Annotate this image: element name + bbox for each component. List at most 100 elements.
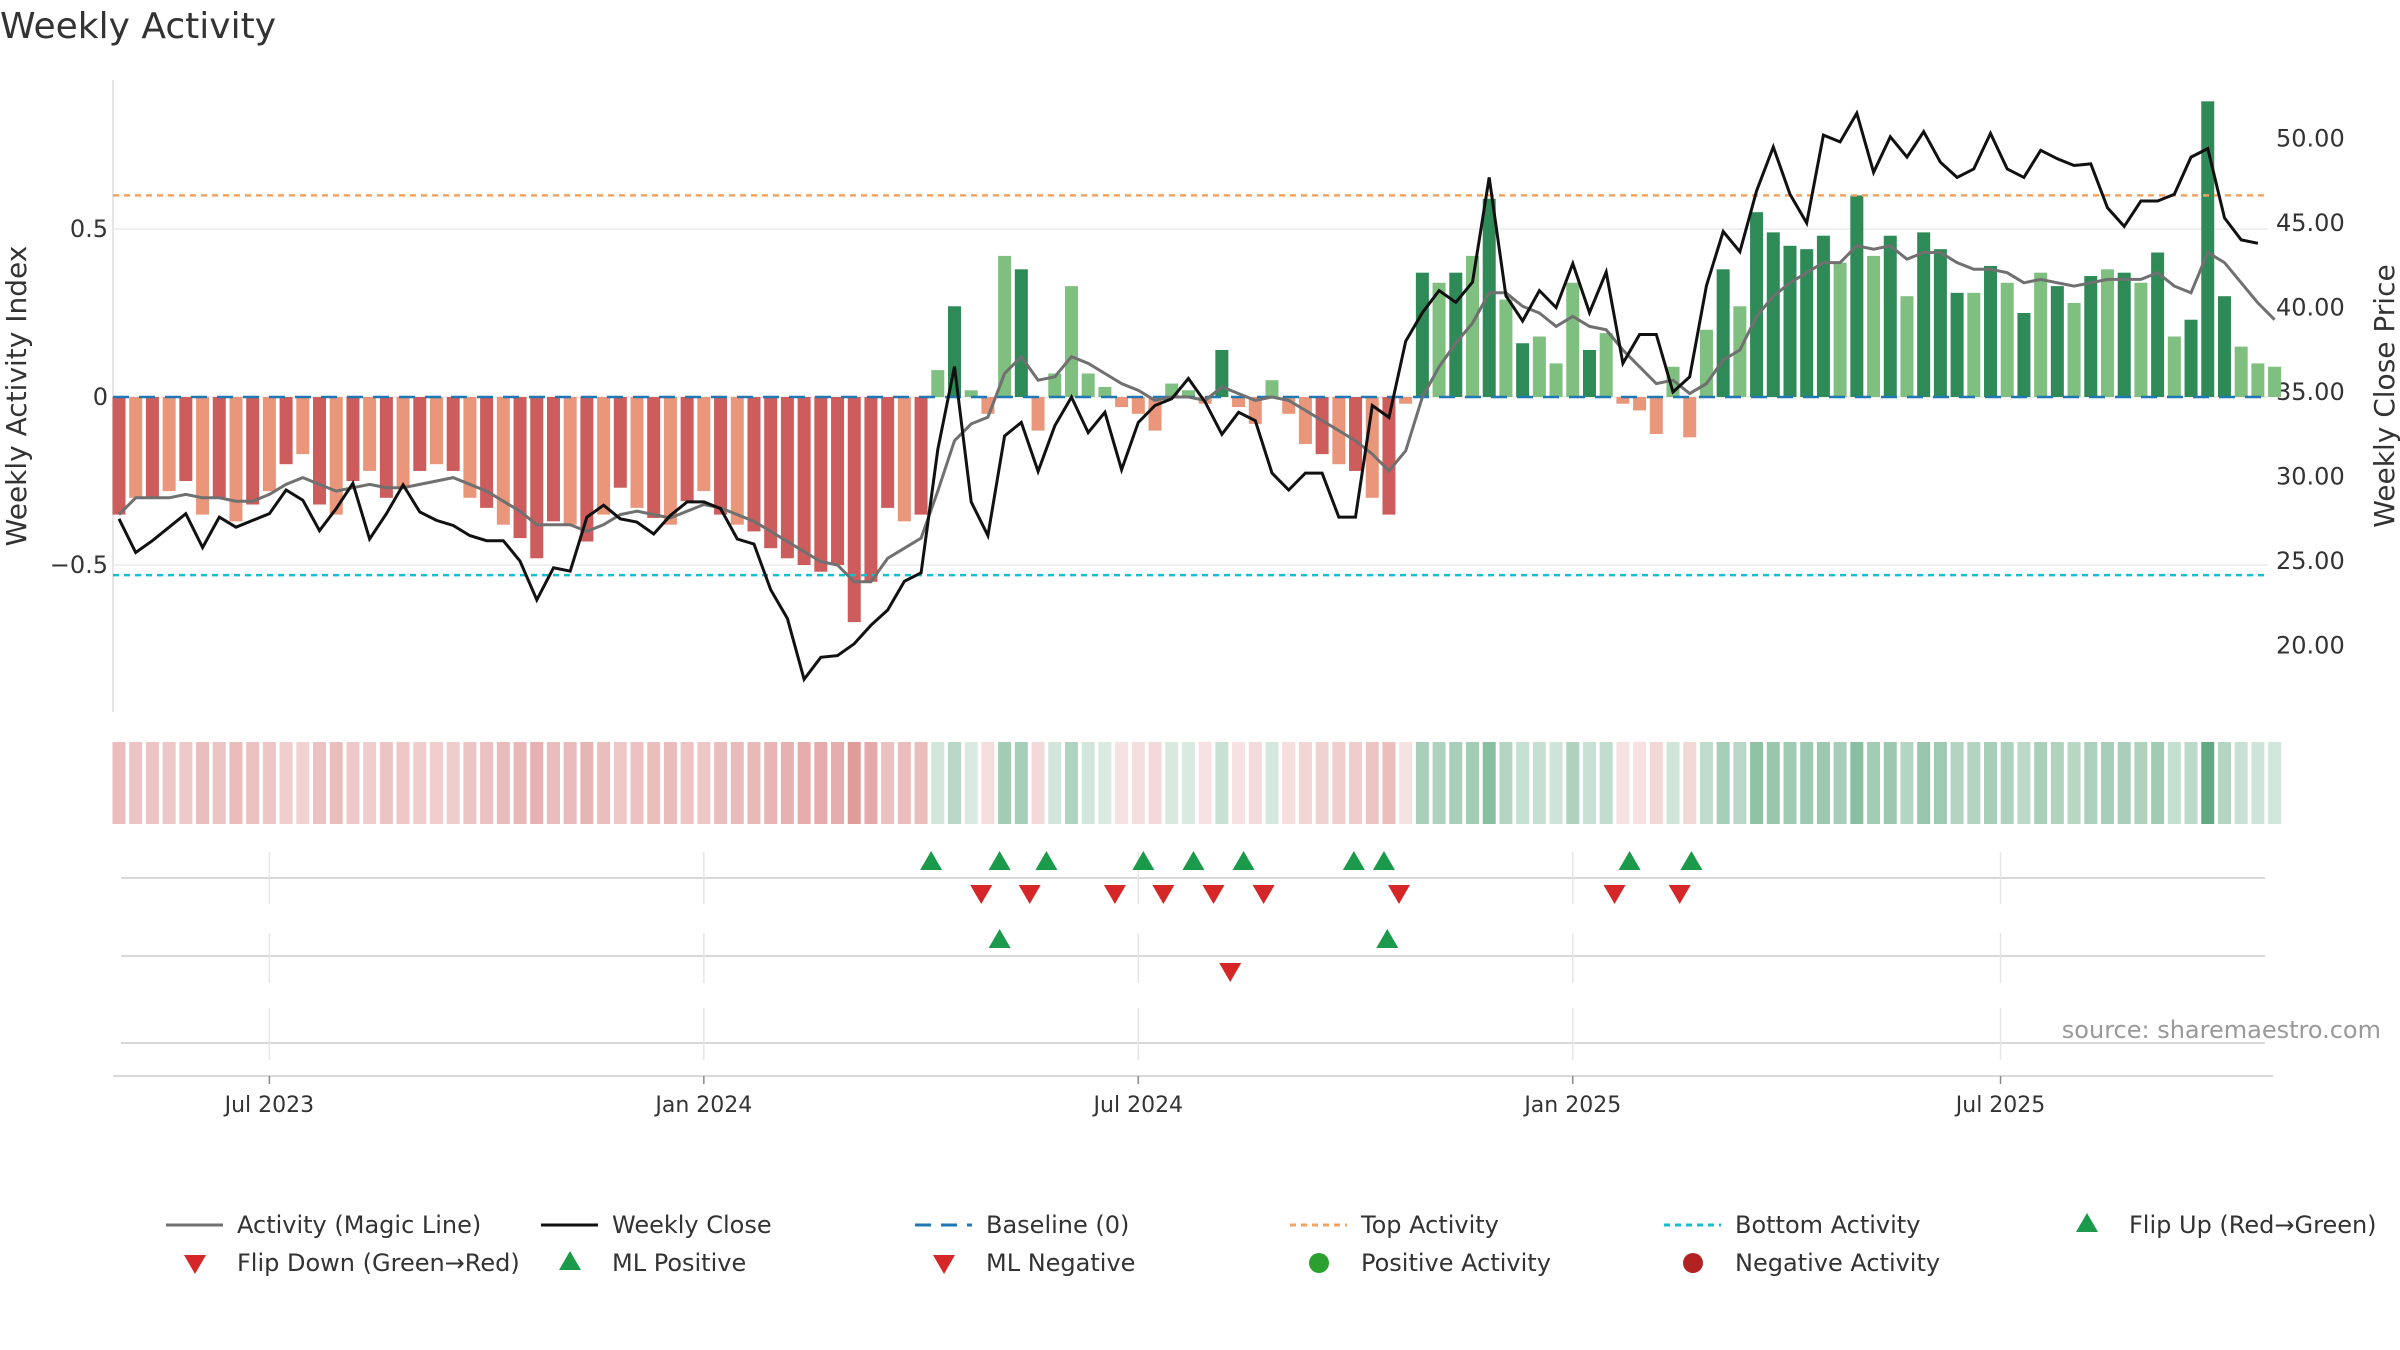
legend-label: Positive Activity [1361, 1249, 1551, 1277]
activity-bar [1716, 269, 1730, 397]
flip-down-marker [970, 885, 993, 904]
heat-strip-cell [1131, 742, 1145, 824]
activity-bar [1783, 245, 1797, 397]
activity-bar [881, 397, 895, 508]
y-tick-label: 0.5 [70, 215, 108, 243]
heat-strip-cell [1349, 742, 1363, 824]
heat-strip-cell [597, 742, 611, 824]
heat-strip-cell [2201, 742, 2215, 824]
heat-strip-cell [413, 742, 427, 824]
heat-strip-cell [897, 742, 911, 824]
heat-strip-cell [1666, 742, 1680, 824]
activity-bar [580, 397, 594, 542]
y-tick-label: 0 [93, 383, 108, 411]
heat-strip-cell [513, 742, 527, 824]
heat-strip-cell [1031, 742, 1045, 824]
activity-bar [2151, 252, 2165, 397]
heat-strip-cell [429, 742, 443, 824]
y-axis-label: Weekly Activity Index [0, 246, 33, 547]
activity-bar [1816, 235, 1830, 397]
heat-strip-cell [246, 742, 260, 824]
activity-bar [1298, 397, 1312, 445]
activity-bar [1349, 397, 1363, 471]
flip-down-marker [1152, 885, 1175, 904]
activity-bar [1867, 255, 1881, 397]
activity-bar [647, 397, 661, 518]
heat-strip-cell [663, 742, 677, 824]
legend-swatch [933, 1255, 955, 1274]
heat-strip-cell [2151, 742, 2165, 824]
heat-strip-cell [1081, 742, 1095, 824]
activity-bar [1616, 397, 1630, 404]
heat-strip-cell [1867, 742, 1881, 824]
activity-bar [730, 397, 744, 525]
heat-strip-cell [981, 742, 995, 824]
activity-bar [1566, 282, 1580, 397]
heat-strip-cell [1582, 742, 1596, 824]
heat-strip-cell [613, 742, 627, 824]
activity-bar [814, 397, 828, 572]
heat-strip-cell [1449, 742, 1463, 824]
source-label: source: sharemaestro.com [2062, 1016, 2381, 1044]
heat-strip-cell [1984, 742, 1998, 824]
heat-strip-cell [530, 742, 544, 824]
heat-strip-cell [1215, 742, 1229, 824]
legend-swatch [184, 1255, 206, 1274]
heat-strip-cell [1165, 742, 1179, 824]
heat-strip-cell [2167, 742, 2181, 824]
heat-strip-cell [764, 742, 778, 824]
heat-strip-cell [2017, 742, 2031, 824]
heat-strip-cell [2100, 742, 2114, 824]
heat-strip-cell [563, 742, 577, 824]
heat-strip-cell [1516, 742, 1530, 824]
activity-bar [897, 397, 911, 522]
flip-up-marker [920, 851, 943, 870]
heat-strip-cell [931, 742, 945, 824]
activity-bar [1499, 299, 1513, 397]
flip-down-marker [1603, 885, 1626, 904]
heat-strip-cell [129, 742, 143, 824]
heat-strip-cell [2067, 742, 2081, 824]
activity-bar [1432, 282, 1446, 397]
flip-down-marker [1018, 885, 1041, 904]
activity-bar [346, 397, 360, 481]
activity-bar [1967, 292, 1981, 397]
heat-strip-cell [463, 742, 477, 824]
activity-bar [2084, 276, 2098, 397]
x-tick-label: Jul 2024 [1092, 1093, 1184, 1118]
activity-bar [229, 397, 243, 522]
activity-bar [1750, 212, 1764, 397]
activity-bar [1449, 272, 1463, 397]
activity-bar [1532, 336, 1546, 397]
x-tick-label: Jan 2025 [1522, 1093, 1621, 1118]
chart-title: Weekly Activity [0, 6, 277, 47]
heat-strip-cell [1699, 742, 1713, 824]
activity-bar [998, 255, 1012, 397]
heat-strip-cell [1633, 742, 1647, 824]
heat-strip-cell [546, 742, 560, 824]
heat-strip-cell [847, 742, 861, 824]
activity-bar [597, 397, 611, 515]
heat-strip-cell [831, 742, 845, 824]
heat-strip-cell [1064, 742, 1078, 824]
activity-bar [1232, 397, 1246, 408]
flip-down-marker [1252, 885, 1275, 904]
heat-strip-cell [1816, 742, 1830, 824]
activity-bar [2067, 302, 2081, 397]
heat-strip-cell [647, 742, 661, 824]
heat-strip-cell [1783, 742, 1797, 824]
legend-label: Activity (Magic Line) [237, 1211, 481, 1239]
heat-strip-cell [1850, 742, 1864, 824]
activity-bar [162, 397, 176, 492]
activity-bar [530, 397, 544, 559]
heat-strip-cell [1649, 742, 1663, 824]
heat-strip-cell [1833, 742, 1847, 824]
legend-label: Baseline (0) [986, 1211, 1129, 1239]
heat-strip-cell [964, 742, 978, 824]
legend-label: Bottom Activity [1735, 1211, 1920, 1239]
activity-bar [145, 397, 159, 498]
activity-bar [1215, 349, 1229, 397]
heat-strip-cell [2234, 742, 2248, 824]
activity-bar [1766, 232, 1780, 397]
